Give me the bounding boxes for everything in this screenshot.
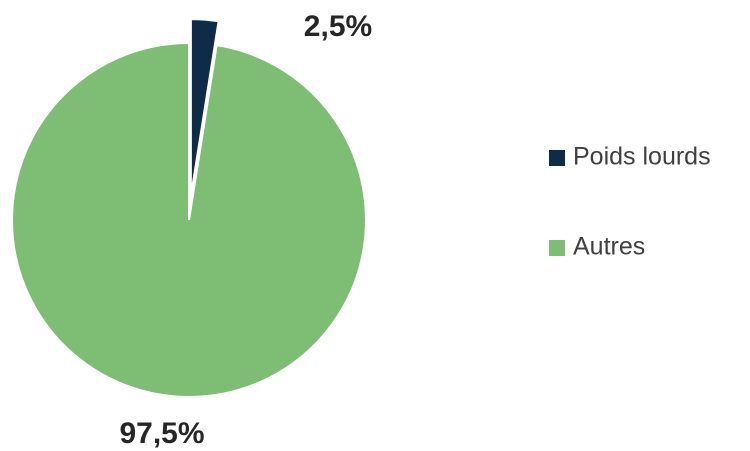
value-label: 2,5% [304, 10, 372, 43]
value-label: 97,5% [119, 417, 204, 450]
pie-slice [11, 41, 367, 398]
legend-swatch [549, 240, 565, 256]
legend-text: Autres [573, 233, 645, 261]
legend-text: Poids lourds [573, 143, 711, 171]
legend-swatch [549, 150, 565, 166]
pie-slice [189, 18, 220, 197]
